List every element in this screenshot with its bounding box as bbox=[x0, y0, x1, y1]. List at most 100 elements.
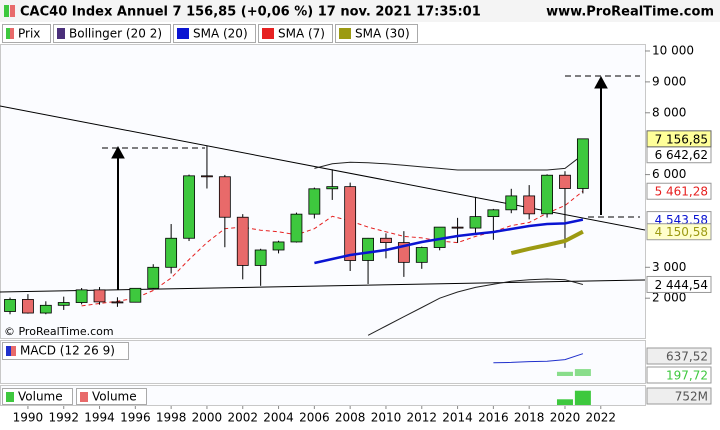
legend-box bbox=[53, 24, 171, 43]
source: www.ProRealTime.com bbox=[546, 5, 714, 20]
x-tick-label: 2014 bbox=[442, 411, 473, 425]
candle-body bbox=[22, 299, 34, 314]
x-tick-label: 2012 bbox=[406, 411, 437, 425]
candle-body bbox=[129, 287, 142, 303]
legend-box bbox=[2, 342, 129, 360]
legend-label: Bollinger (20 2) bbox=[69, 27, 162, 41]
legend-label: Volume bbox=[18, 390, 63, 404]
x-tick-label: 1994 bbox=[84, 411, 115, 425]
y-tick-label: 8 000 bbox=[652, 105, 686, 119]
price-label: 752M bbox=[675, 390, 708, 404]
candle-body bbox=[254, 249, 267, 266]
candle-body bbox=[236, 216, 249, 266]
x-tick-label: 2006 bbox=[299, 411, 330, 425]
candle-body bbox=[308, 188, 321, 215]
price-label-box bbox=[646, 275, 712, 293]
legend-swatch bbox=[57, 28, 65, 39]
x-tick-label: 1992 bbox=[48, 411, 79, 425]
candle-body bbox=[272, 241, 285, 251]
x-tick-label: 2016 bbox=[478, 411, 509, 425]
legend-label: Volume bbox=[92, 390, 137, 404]
legend-box bbox=[76, 388, 147, 405]
candle-body bbox=[541, 174, 553, 215]
legend-label: SMA (30) bbox=[355, 27, 410, 41]
panel-title: MACD (12 26 9) bbox=[20, 344, 115, 358]
copyright: © ProRealTime.com bbox=[4, 325, 114, 338]
macd-histogram-bar bbox=[574, 369, 591, 376]
price-label-box bbox=[646, 366, 712, 384]
candle-body bbox=[469, 216, 482, 229]
legend: Prix Bollinger (20 2) SMA (20) SMA (7) S… bbox=[2, 24, 418, 43]
x-tick-label: 1998 bbox=[156, 411, 187, 425]
header-icon bbox=[4, 5, 9, 17]
candle-body bbox=[165, 237, 178, 268]
price-label-box bbox=[646, 347, 712, 365]
price-label: 7 156,85 bbox=[655, 132, 708, 146]
x-tick-label: 1990 bbox=[13, 411, 44, 425]
candle-body bbox=[344, 186, 357, 261]
candle-body bbox=[523, 195, 536, 215]
trendline bbox=[0, 279, 646, 293]
macd-line bbox=[493, 353, 584, 364]
x-tick-label: 2010 bbox=[371, 411, 402, 425]
candle-body bbox=[147, 266, 160, 289]
price-label: 4 150,58 bbox=[655, 225, 708, 239]
volume-bar bbox=[556, 399, 573, 405]
x-tick-label: 2008 bbox=[335, 411, 366, 425]
y-tick-label: 2 000 bbox=[652, 291, 686, 305]
legend-swatch bbox=[11, 346, 16, 356]
legend-swatch bbox=[177, 28, 189, 39]
candle-body bbox=[451, 226, 464, 229]
x-tick-label: 2020 bbox=[550, 411, 581, 425]
legend-swatch bbox=[10, 28, 14, 39]
legend-swatch bbox=[6, 346, 11, 356]
price-label: 6 642,62 bbox=[655, 148, 708, 162]
candle-body bbox=[290, 213, 303, 243]
price-label: 5 461,28 bbox=[655, 185, 708, 199]
sma-30-line bbox=[510, 229, 584, 256]
candle-body bbox=[111, 301, 124, 304]
x-tick-label: 2018 bbox=[514, 411, 545, 425]
candle-body bbox=[183, 175, 195, 239]
legend-swatch bbox=[262, 28, 274, 39]
price-label-box bbox=[646, 182, 712, 200]
candle-body bbox=[487, 209, 500, 218]
legend-swatch bbox=[80, 392, 88, 402]
legend-box bbox=[335, 24, 418, 43]
candle-body bbox=[4, 299, 16, 312]
annotations bbox=[0, 75, 646, 293]
volume-bar bbox=[574, 390, 591, 405]
arrowhead bbox=[594, 75, 608, 89]
candle-body bbox=[397, 242, 410, 263]
price-label-box bbox=[646, 387, 712, 405]
x-tick-label: 2022 bbox=[586, 411, 617, 425]
sma-7-line bbox=[81, 190, 584, 307]
candle-body bbox=[93, 289, 106, 303]
trendline bbox=[0, 105, 646, 231]
price-label-box bbox=[646, 130, 712, 148]
legend-box bbox=[173, 24, 256, 43]
price-label-box bbox=[646, 223, 712, 241]
candle-body bbox=[218, 176, 231, 218]
x-tick-label: 2002 bbox=[227, 411, 258, 425]
volume-panel bbox=[0, 385, 646, 406]
candle-body bbox=[380, 237, 392, 243]
header-icon bbox=[10, 5, 15, 17]
candle-body bbox=[75, 289, 88, 303]
bollinger-upper bbox=[314, 154, 584, 171]
legend-label: SMA (7) bbox=[278, 27, 325, 41]
bollinger-lower bbox=[367, 278, 584, 336]
y-tick-label: 10 000 bbox=[652, 43, 694, 57]
candle-body bbox=[201, 175, 213, 178]
y-tick-label: 6 000 bbox=[652, 167, 686, 181]
candle-body bbox=[415, 247, 428, 263]
candle-body bbox=[362, 237, 374, 261]
legend-swatch bbox=[339, 28, 351, 39]
legend-label: SMA (20) bbox=[193, 27, 248, 41]
sma-20-line bbox=[314, 218, 584, 265]
x-tick-label: 2004 bbox=[263, 411, 294, 425]
candle-body bbox=[326, 186, 339, 190]
chart-title: CAC40 Index Annuel 7 156,85 (+0,06 %) 17… bbox=[20, 5, 481, 20]
